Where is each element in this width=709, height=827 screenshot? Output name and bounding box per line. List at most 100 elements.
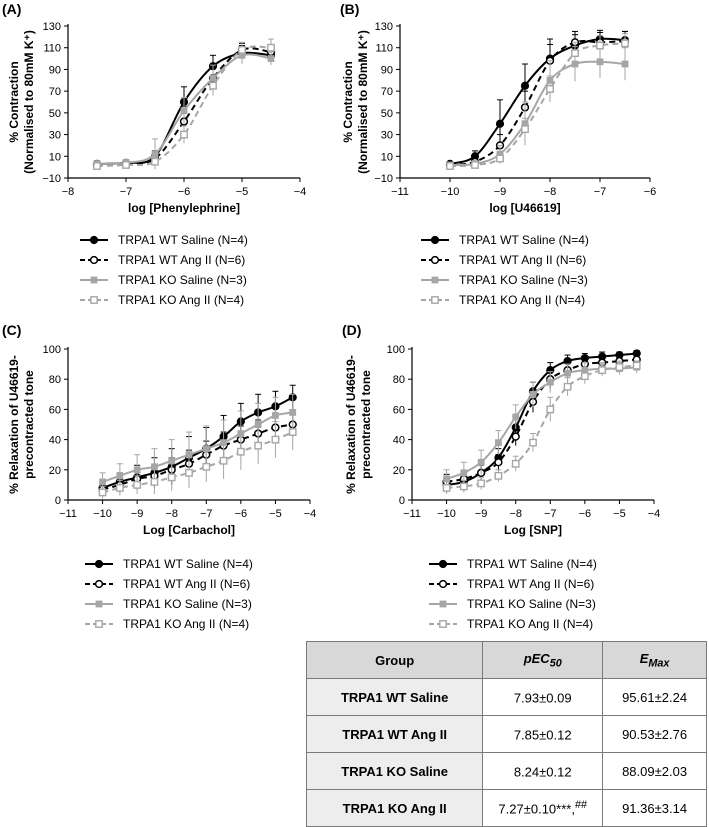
legend-marker: [439, 600, 447, 608]
data-point: [494, 471, 503, 480]
x-tick-label: −7: [594, 186, 607, 198]
data-point: [621, 39, 629, 48]
data-point: [564, 369, 571, 377]
y-tick-label: 90: [49, 64, 61, 76]
data-point: [116, 472, 124, 480]
legend-marker: [90, 276, 98, 284]
legend-entry: TRPA1 KO Ang II (N=4): [123, 617, 249, 631]
data-point: [596, 41, 604, 50]
data-point: [133, 466, 141, 474]
data-point: [520, 81, 530, 90]
data-point: [615, 363, 624, 372]
y-tick-label: 100: [387, 344, 405, 356]
row-pec50-value: 7.27±0.10***,: [498, 801, 575, 817]
data-point: [271, 435, 280, 444]
data-point: [571, 49, 579, 58]
data-point: [185, 451, 193, 459]
header-group: Group: [305, 641, 484, 679]
y-tick-label: 20: [49, 465, 61, 477]
x-tick-label: −10: [441, 186, 460, 198]
x-tick-label: −7: [200, 508, 213, 520]
panel-d: (D) 0 20 40 60 80 100 −11 −10 −9 −8 −7 −6 −5 −4 Log [SN…: [342, 322, 660, 631]
data-point: [495, 439, 502, 447]
legend-entry: TRPA1 WT Saline (N=4): [467, 557, 597, 571]
data-point: [133, 481, 142, 489]
legend: TRPA1 WT Saline (N=4) TRPA1 WT Ang II (N=…: [80, 233, 248, 307]
x-tick-label: −9: [131, 508, 144, 520]
figure: (A) −10 10 30 50 70 90 110 130 −8 −7 −6 −5 −4 log [Phe…: [2, 1, 660, 631]
data-point: [511, 459, 520, 468]
data-point: [529, 390, 537, 398]
data-point: [151, 157, 159, 166]
y-axis-label: precontracted tone: [359, 370, 373, 479]
legend-entry: TRPA1 KO Ang II (N=4): [459, 293, 585, 307]
series-line: [446, 364, 637, 489]
y-tick-label: 30: [381, 130, 393, 142]
row-emax: 91.36±3.14: [602, 789, 707, 827]
x-axis-label: log [Phenylephrine]: [128, 201, 240, 215]
data-point: [511, 432, 520, 441]
row-pec50-value: 7.93±0.09: [513, 690, 572, 706]
x-tick-label: −7: [544, 508, 557, 520]
x-tick-label: −6: [644, 186, 657, 198]
legend-entry: TRPA1 KO Ang II (N=4): [467, 617, 593, 631]
data-point: [546, 405, 555, 414]
panel-label: (C): [2, 322, 21, 338]
data-point: [460, 469, 468, 477]
data-point: [443, 475, 450, 483]
row-group: TRPA1 KO Ang II: [305, 789, 484, 827]
panel-label: (B): [340, 1, 359, 17]
x-tick-label: −9: [494, 186, 507, 198]
y-tick-label: 50: [49, 108, 61, 120]
data-point: [596, 58, 604, 66]
data-point: [115, 484, 124, 492]
x-tick-label: −5: [269, 508, 282, 520]
data-point: [254, 441, 263, 450]
y-tick-label: 0: [55, 495, 61, 507]
data-point: [180, 130, 188, 139]
series-4: [442, 360, 641, 494]
series-4: [98, 413, 297, 499]
y-tick-label: 130: [375, 21, 393, 33]
panel-a: (A) −10 10 30 50 70 90 110 130 −8 −7 −6 −5 −4 log [Phe…: [2, 1, 306, 307]
data-point: [442, 484, 451, 492]
data-point: [494, 458, 503, 467]
legend-marker: [95, 620, 103, 628]
x-tick-label: −8: [62, 186, 75, 198]
data-point: [254, 421, 262, 428]
y-axis-label: % Relaxation of U46619-: [344, 355, 358, 494]
data-point: [512, 413, 520, 421]
y-tick-label: 10: [49, 151, 61, 163]
data-point: [238, 45, 246, 54]
x-tick-label: −11: [59, 508, 77, 520]
data-point: [446, 162, 454, 170]
y-axis-label: precontracted tone: [22, 370, 36, 479]
y-tick-label: 30: [49, 130, 61, 142]
data-point: [267, 43, 275, 52]
panel-label: (A): [2, 1, 21, 17]
data-point: [167, 473, 176, 482]
legend-marker: [94, 579, 104, 589]
y-tick-label: 60: [49, 404, 61, 416]
series-line: [102, 411, 293, 483]
series-1: [442, 349, 641, 493]
y-axis-label: % Contraction: [341, 61, 355, 142]
row-pec50: 8.24±0.12: [482, 752, 604, 790]
data-point: [477, 479, 486, 488]
legend-marker: [89, 255, 99, 265]
series-4: [446, 33, 629, 170]
data-point: [632, 361, 641, 370]
legend-marker: [90, 296, 98, 304]
x-axis-label: Log [SNP]: [504, 523, 562, 537]
x-tick-label: −5: [236, 186, 249, 198]
data-point: [202, 462, 211, 471]
legend-entry: TRPA1 KO Saline (N=3): [459, 273, 588, 287]
legend-marker: [94, 559, 104, 569]
y-tick-label: 50: [381, 108, 393, 120]
data-point: [521, 125, 529, 134]
y-tick-label: 80: [49, 374, 61, 386]
data-point: [289, 409, 297, 416]
data-point: [288, 428, 297, 436]
legend-entry: TRPA1 WT Ang II (N=6): [118, 253, 245, 267]
legend-entry: TRPA1 WT Ang II (N=6): [467, 577, 594, 591]
